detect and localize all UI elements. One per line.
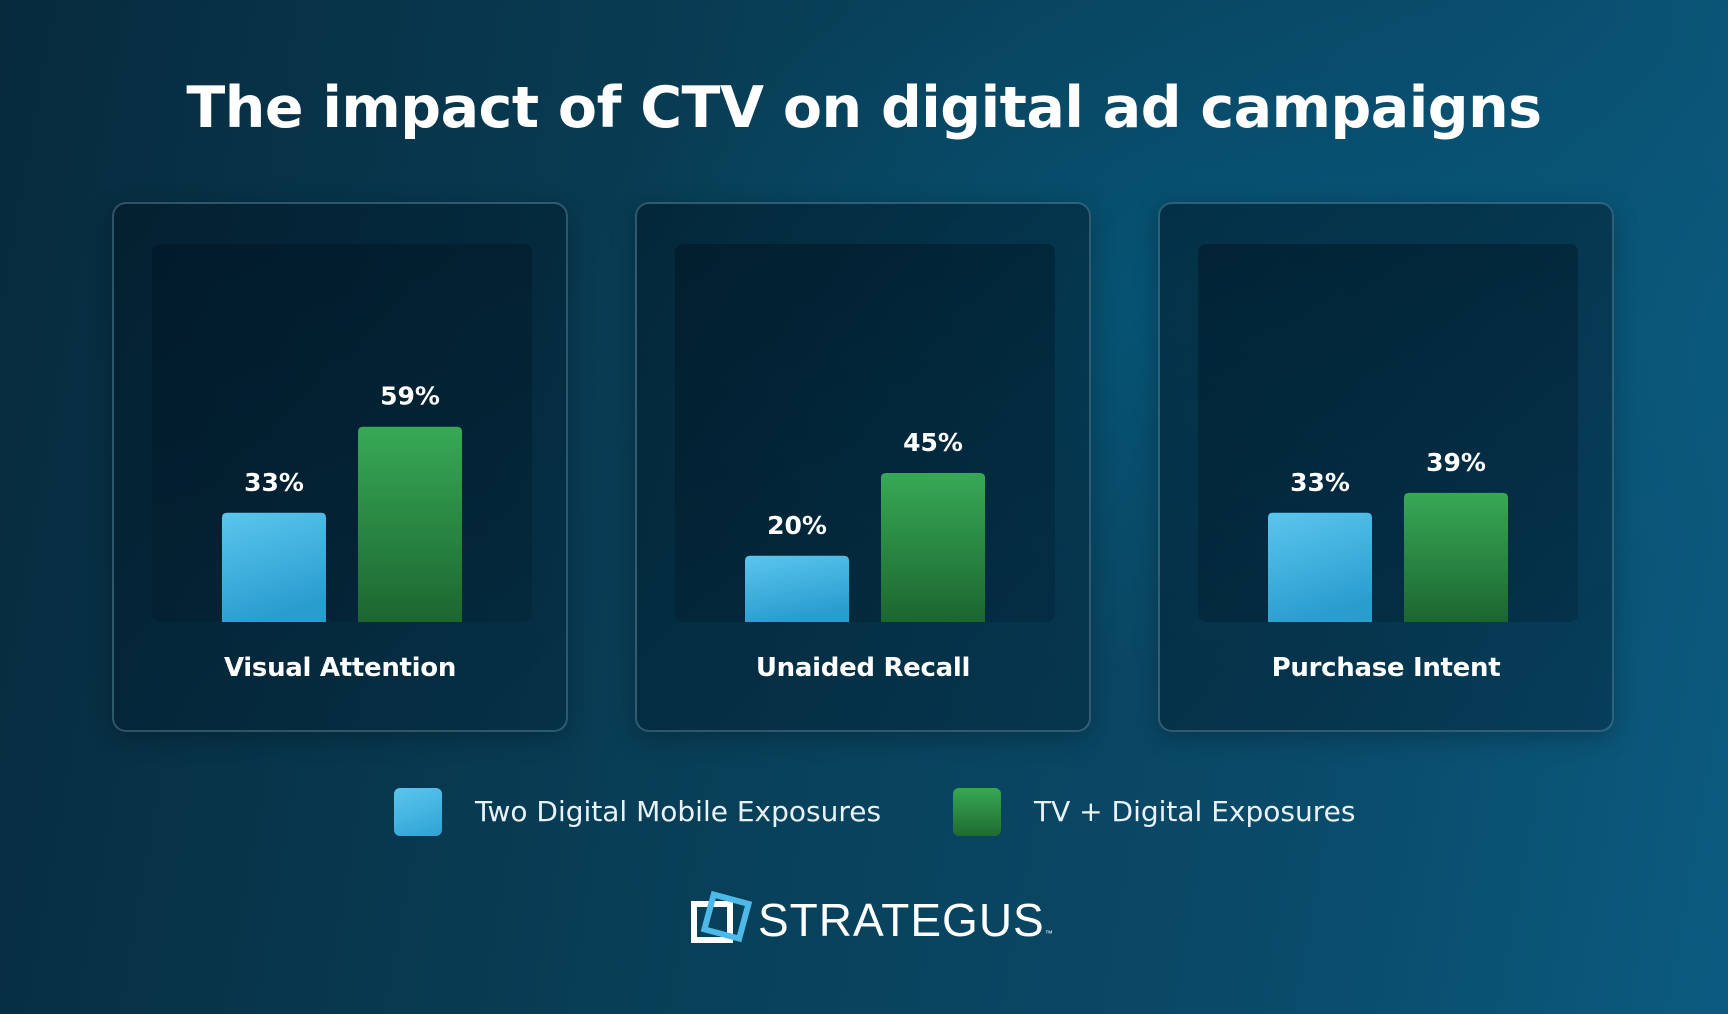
legend-item-two-digital-mobile: Two Digital Mobile Exposures — [394, 787, 881, 837]
legend-label: TV + Digital Exposures — [1034, 795, 1356, 828]
data-label: 33% — [244, 468, 304, 497]
legend-swatch-green — [953, 788, 1001, 836]
bar-chart-svg: 33% 39% — [1268, 448, 1508, 622]
bar-two-digital-mobile — [222, 512, 326, 622]
plot-area: 33% 39% — [1198, 244, 1578, 622]
bar-two-digital-mobile — [745, 555, 849, 622]
data-label: 20% — [767, 511, 827, 540]
logo-wordmark: STRATEGUS™ — [758, 894, 1054, 946]
data-label: 33% — [1290, 468, 1350, 497]
plot-area: 33% 59% — [152, 244, 532, 622]
legend-item-tv-digital: TV + Digital Exposures — [953, 787, 1355, 837]
category-label: Purchase Intent — [1271, 653, 1501, 683]
panel-visual-attention: 33% 59% Visual Attention — [112, 202, 568, 732]
square-frame-logo-icon — [691, 890, 752, 943]
bar-tv-digital — [1404, 492, 1508, 622]
bar-tv-digital — [358, 426, 462, 622]
bar-tv-digital — [881, 473, 985, 622]
bar-two-digital-mobile — [1268, 512, 1372, 622]
panel-unaided-recall: 20% 45% Unaided Recall — [635, 202, 1091, 732]
data-label: 59% — [380, 382, 440, 411]
legend-label: Two Digital Mobile Exposures — [475, 795, 882, 828]
panel-purchase-intent: 33% 39% Purchase Intent — [1158, 202, 1614, 732]
bar-chart-svg: 33% 59% — [222, 382, 462, 622]
plot-area: 20% 45% — [675, 244, 1055, 622]
data-label: 45% — [903, 428, 963, 457]
data-label: 39% — [1426, 448, 1486, 477]
bar-chart-svg: 20% 45% — [745, 428, 985, 622]
legend-swatch-blue — [394, 788, 442, 836]
chart-title: The impact of CTV on digital ad campaign… — [186, 75, 1542, 141]
category-label: Visual Attention — [223, 653, 457, 683]
strategus-logo: STRATEGUS™ — [690, 890, 1053, 950]
category-label: Unaided Recall — [755, 653, 971, 683]
